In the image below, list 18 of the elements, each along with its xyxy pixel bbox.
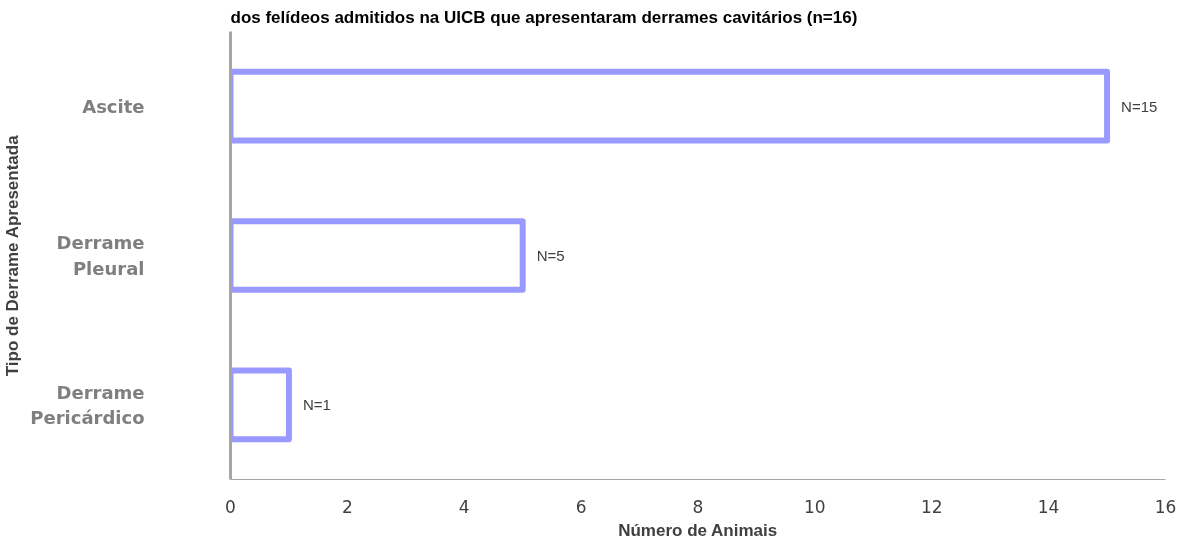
y-tick-label: Derrame Pericárdico (30, 381, 145, 428)
x-tick-label: 2 (341, 496, 353, 517)
data-label: N=5 (536, 247, 565, 264)
y-tick-label: Derrame Pleural (56, 232, 145, 279)
x-axis-title: Número de Animais (618, 520, 778, 540)
x-tick-label: 8 (692, 496, 704, 517)
y-tick-label: Ascite (82, 95, 145, 117)
data-label: N=15 (1121, 97, 1158, 115)
y-axis-title: Tipo de Derrame Apresentada (3, 134, 23, 377)
x-tick-label: 12 (920, 496, 943, 517)
x-tick-label: 16 (1154, 496, 1177, 517)
x-tick-label: 14 (1037, 496, 1060, 517)
x-tick-label: 10 (804, 496, 826, 517)
data-label: N=1 (302, 396, 331, 414)
chart-title: dos felídeos admitidos na UICB que apresentaram derrames cavitários (n=16) (230, 7, 858, 27)
x-tick-label: 6 (575, 496, 587, 517)
x-tick-label: 4 (458, 496, 470, 517)
x-tick-label: 0 (225, 496, 236, 517)
